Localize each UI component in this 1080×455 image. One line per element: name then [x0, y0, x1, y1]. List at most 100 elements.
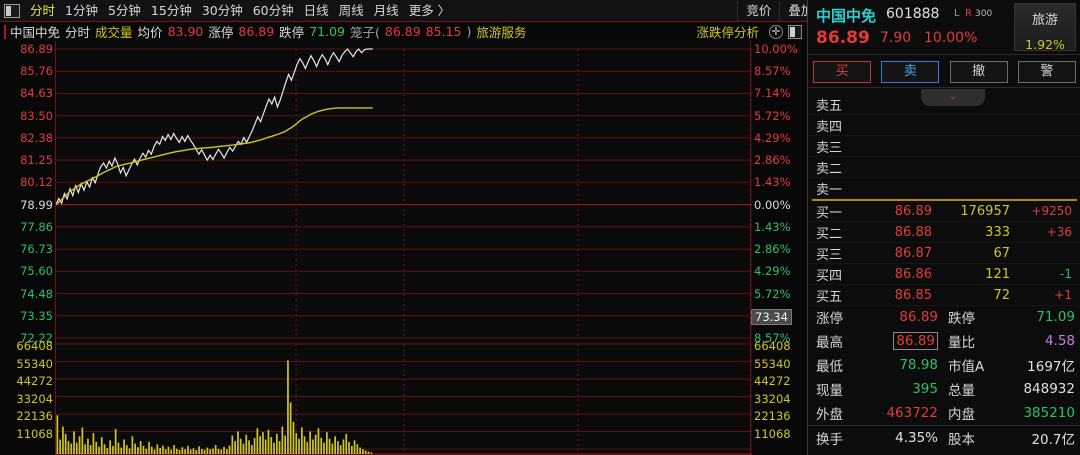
plus-circle-icon[interactable]: ✛ — [769, 24, 783, 39]
chevron-down-icon[interactable]: ⌄ — [921, 89, 985, 106]
volume-bar — [195, 450, 198, 454]
ask-row[interactable]: 卖五 — [808, 94, 1080, 115]
volume-bar — [339, 445, 342, 454]
order-book: 卖五 卖四卖三 卖二 卖一 买一 86.89 176957 +9250 买二 86.88 333 +3… — [808, 94, 1080, 306]
volume-bar — [251, 445, 253, 454]
period-tab-8[interactable]: 月线 — [373, 2, 399, 18]
volume-bar — [150, 446, 153, 454]
volume-bar — [192, 448, 195, 454]
volume-bar — [114, 429, 117, 454]
ask-row[interactable]: 卖一 — [808, 178, 1080, 199]
volume-bar — [353, 440, 356, 454]
statistics-table: 涨停 86.89 跌停 71.09 最高 86.89 量比 4.58 最低 78.98 市值A 169… — [808, 305, 1080, 455]
bid-row[interactable]: 买一 86.89 176957 +9250 — [808, 201, 1080, 222]
ask-label: 卖三 — [816, 140, 843, 156]
volume-bar — [175, 448, 178, 454]
pct-tick-6: 1.43% — [754, 175, 791, 190]
stat-key: 最高 — [816, 335, 843, 351]
price-tick-4: 82.38 — [20, 130, 53, 145]
pct-tick-8: 1.43% — [754, 219, 791, 234]
tag-r-icon: R — [965, 8, 972, 19]
trade-button-plain-3[interactable]: 警 — [1017, 60, 1076, 83]
pct-tick-7: 0.00% — [754, 197, 791, 212]
period-tab-9[interactable]: 更多 〉 — [408, 2, 451, 18]
trade-button-sell-1[interactable]: 卖 — [881, 60, 940, 83]
bid-volume: 72 — [993, 287, 1010, 303]
pct-tick-13: 8.57% — [754, 331, 791, 345]
period-tab-2[interactable]: 5分钟 — [107, 2, 141, 18]
volume-bar — [220, 449, 223, 454]
period-tab-0[interactable]: 分时 — [30, 2, 56, 18]
bid-row[interactable]: 买五 86.85 72 +1 — [808, 285, 1080, 306]
ask-row[interactable]: 卖四 — [808, 115, 1080, 136]
price-tick-6: 80.12 — [20, 175, 53, 190]
volume-bar — [173, 445, 175, 454]
chart-plot-area[interactable] — [55, 41, 752, 455]
bid-row[interactable]: 买三 86.87 67 — [808, 243, 1080, 264]
period-tab-5[interactable]: 60分钟 — [252, 2, 294, 18]
intraday-chart: 86.89 85.76 84.63 83.50 82.38 81.25 80.12 78.99… — [0, 41, 806, 455]
trade-button-plain-2[interactable]: 撤 — [949, 60, 1008, 83]
period-tab-4[interactable]: 30分钟 — [201, 2, 243, 18]
volume-bar — [228, 445, 231, 454]
stat-key: 外盘 — [816, 407, 843, 423]
bid-row[interactable]: 买二 86.88 333 +36 — [808, 222, 1080, 243]
volume-bar — [270, 437, 273, 454]
period-tab-1[interactable]: 1分钟 — [65, 2, 98, 18]
ask-row[interactable]: 卖三 — [808, 136, 1080, 157]
volume-bar — [98, 446, 100, 454]
stat-key: 最低 — [816, 359, 843, 375]
info-limitdown-value: 71.09 — [309, 24, 345, 39]
volume-bar — [75, 442, 78, 454]
info-sector[interactable]: 旅游服务 — [476, 25, 527, 40]
pct-tick-10: 4.29% — [754, 264, 791, 279]
volume-bar — [237, 431, 239, 454]
trade-button-buy-0[interactable]: 买 — [813, 60, 872, 83]
volume-bar — [142, 445, 145, 454]
period-tab-7[interactable]: 周线 — [338, 2, 364, 18]
pct-tick-1: 8.57% — [754, 64, 791, 79]
volume-tick-left-5: 11068 — [16, 426, 53, 441]
info-volume-label[interactable]: 成交量 — [95, 25, 133, 40]
book-divider — [812, 199, 1077, 201]
stat-value: 848932 — [1023, 381, 1075, 397]
bid-volume: 67 — [993, 245, 1010, 261]
volume-bar — [92, 433, 95, 454]
volume-bar — [273, 442, 275, 454]
pct-tick-4: 4.29% — [754, 130, 791, 145]
price-tick-13: 72.22 — [20, 331, 53, 345]
volume-bar — [123, 439, 125, 454]
volume-bar — [303, 436, 306, 454]
volume-bar — [281, 426, 284, 454]
volume-bar — [201, 449, 203, 454]
volume-bar — [139, 441, 142, 454]
bid-delta: +36 — [1046, 225, 1072, 239]
volume-bar — [342, 439, 345, 454]
volume-bar — [70, 443, 73, 454]
volume-bar — [206, 447, 209, 454]
stat-value: 385210 — [1023, 405, 1075, 421]
limit-analysis-link[interactable]: 涨跌停分析 — [696, 25, 759, 40]
stat-key: 现量 — [816, 383, 843, 399]
bid-label: 买二 — [816, 226, 843, 242]
stat-value: 71.09 — [1036, 309, 1075, 325]
volume-bar — [78, 436, 81, 454]
series-average — [56, 107, 373, 206]
volume-bar — [276, 433, 278, 454]
toolbar-action-0[interactable]: 竞价 — [737, 0, 779, 21]
panel-icon[interactable] — [4, 3, 20, 18]
volume-bar — [181, 447, 184, 454]
sector-badge[interactable]: 旅游 1.92% — [1014, 3, 1076, 52]
volume-bar — [334, 436, 336, 454]
accent-tick — [4, 24, 6, 39]
info-limitup-label: 涨停 — [208, 25, 234, 40]
period-tab-6[interactable]: 日线 — [303, 2, 329, 18]
ask-row[interactable]: 卖二 — [808, 157, 1080, 178]
panel-toggle-icon[interactable] — [788, 24, 802, 39]
info-mode: 分时 — [65, 25, 91, 40]
period-tab-3[interactable]: 15分钟 — [150, 2, 192, 18]
bid-row[interactable]: 买四 86.86 121 -1 — [808, 264, 1080, 285]
price-tick-7: 78.99 — [20, 197, 53, 212]
volume-bar — [167, 446, 170, 454]
